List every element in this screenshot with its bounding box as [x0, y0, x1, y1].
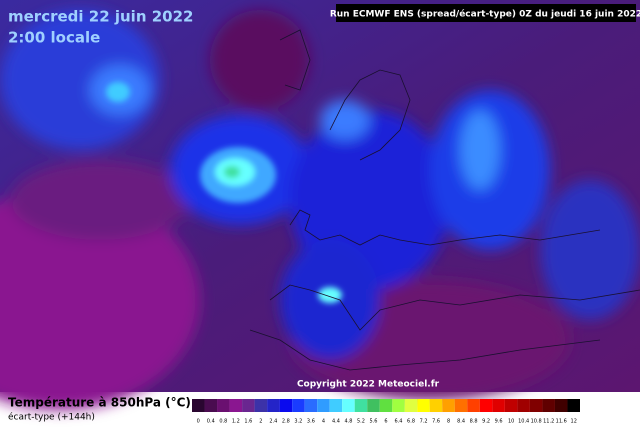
legend-tick-label: 0.4: [207, 419, 215, 425]
color-swatch: [229, 399, 243, 412]
color-swatch: [404, 399, 418, 412]
color-swatch: [567, 399, 580, 412]
legend-tick-label: 5.2: [357, 419, 365, 425]
color-swatch: [192, 399, 205, 412]
color-swatch: [442, 399, 455, 412]
color-swatch: [417, 399, 430, 412]
legend-tick-label: 6: [384, 419, 387, 425]
legend-tick-label: 2.4: [269, 419, 277, 425]
legend-tick-label: 8.4: [457, 419, 465, 425]
color-swatch: [379, 399, 393, 412]
legend-tick-label: 4.8: [344, 419, 352, 425]
color-swatch: [504, 399, 518, 412]
run-info: Run ECMWF ENS (spread/écart-type) 0Z du …: [330, 9, 640, 20]
color-swatch: [317, 399, 330, 412]
legend-tick-label: 12: [571, 419, 577, 425]
legend-tick-label: 6.4: [395, 419, 403, 425]
legend-tick-label: 0: [197, 419, 200, 425]
color-swatch: [429, 399, 443, 412]
legend-tick-label: 11.2: [543, 419, 554, 425]
legend-tick-label: 3.6: [307, 419, 315, 425]
color-swatch: [217, 399, 230, 412]
color-swatch: [392, 399, 405, 412]
legend-tick-label: 8: [447, 419, 450, 425]
color-swatch: [292, 399, 305, 412]
color-swatch: [554, 399, 568, 412]
date: mercredi 22 juin 2022: [8, 8, 193, 26]
legend-tick-label: 11.6: [556, 419, 567, 425]
color-swatch: [517, 399, 530, 412]
time: 2:00 locale: [8, 29, 100, 47]
legend-tick-label: 3.2: [294, 419, 302, 425]
color-swatch: [279, 399, 293, 412]
legend-tick-label: 5.6: [370, 419, 378, 425]
legend-tick-label: 2: [259, 419, 262, 425]
legend-tick-label: 7.6: [432, 419, 440, 425]
legend-tick-label: 7.2: [420, 419, 428, 425]
legend-tick-label: 10.4: [518, 419, 529, 425]
map: mercredi 22 juin 2022 2:00 locale Run EC…: [0, 0, 640, 410]
legend-tick-label: 8.8: [470, 419, 478, 425]
color-swatch: [204, 399, 218, 412]
legend-tick-label: 1.2: [232, 419, 240, 425]
color-swatch: [242, 399, 255, 412]
legend-tick-label: 4.4: [332, 419, 340, 425]
color-swatch: [342, 399, 355, 412]
legend-tick-label: 4: [322, 419, 325, 425]
color-swatch: [467, 399, 480, 412]
legend-title: Température à 850hPa (°C): [8, 396, 191, 410]
color-swatch: [304, 399, 318, 412]
colorbar: 0 0.4 0.8 1.2 1.6 2 2.4 2.8 3.2 3.6 4 4.4 4.8 5.2 5.6 6…: [192, 399, 580, 425]
color-swatch: [329, 399, 343, 412]
color-swatch: [529, 399, 543, 412]
color-swatch: [454, 399, 468, 412]
legend-tick-label: 1.6: [244, 419, 252, 425]
legend-tick-label: 9.6: [495, 419, 503, 425]
color-swatch: [354, 399, 368, 412]
run-box: [336, 4, 636, 22]
color-swatch: [267, 399, 280, 412]
legend-tick-label: 10: [508, 419, 514, 425]
legend-tick-label: 10.8: [531, 419, 542, 425]
legend-tick-label: 6.8: [407, 419, 415, 425]
color-swatch: [492, 399, 505, 412]
legend-subtitle: écart-type (+144h): [8, 412, 95, 423]
coastlines: [249, 29, 640, 371]
legend-tick-label: 9.2: [482, 419, 490, 425]
legend-tick-label: 0.8: [219, 419, 227, 425]
color-swatch: [367, 399, 380, 412]
color-swatch: [542, 399, 555, 412]
color-swatch: [479, 399, 493, 412]
copyright: Copyright 2022 Meteociel.fr: [297, 380, 440, 390]
color-swatch: [254, 399, 268, 412]
legend-tick-label: 2.8: [282, 419, 290, 425]
